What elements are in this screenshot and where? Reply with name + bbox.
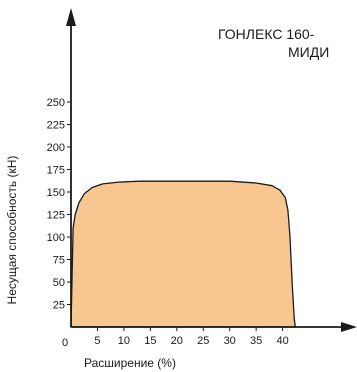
y-tick-label: 150 bbox=[47, 187, 65, 199]
y-tick-label: 225 bbox=[47, 120, 65, 132]
x-tick-label: 25 bbox=[197, 335, 209, 347]
x-tick-label: 5 bbox=[94, 335, 100, 347]
chart-title-line-2: МИДИ bbox=[288, 44, 329, 60]
x-tick-label: 20 bbox=[171, 335, 183, 347]
y-axis-title: Несущая способность (кН) bbox=[5, 156, 19, 305]
ticks-layer: 25 50 75 100 125 150 175 200 225 250 5 10 15 20 25 30 35… bbox=[47, 97, 289, 347]
x-tick-label: 35 bbox=[250, 335, 262, 347]
y-tick-label: 75 bbox=[53, 255, 65, 267]
axes-layer bbox=[66, 8, 357, 332]
y-tick-label: 250 bbox=[47, 97, 65, 109]
y-tick-label: 100 bbox=[47, 232, 65, 244]
x-tick-label: 15 bbox=[144, 335, 156, 347]
x-tick-label: 30 bbox=[224, 335, 236, 347]
origin-tick-label: 0 bbox=[62, 337, 68, 349]
y-tick-label: 25 bbox=[53, 300, 65, 312]
y-axis-arrow bbox=[66, 8, 76, 26]
x-tick-label: 40 bbox=[276, 335, 288, 347]
y-tick-label: 50 bbox=[53, 277, 65, 289]
y-tick-label: 175 bbox=[47, 165, 65, 177]
chart-title-line-1: ГОНЛЕКС 160- bbox=[218, 26, 315, 42]
area-layer bbox=[70, 180, 296, 328]
y-tick-label: 125 bbox=[47, 210, 65, 222]
y-tick-label: 200 bbox=[47, 142, 65, 154]
x-axis-arrow bbox=[341, 322, 357, 332]
capacity-curve-area bbox=[70, 180, 296, 328]
x-axis-title: Расширение (%) bbox=[84, 356, 176, 370]
x-tick-label: 10 bbox=[118, 335, 130, 347]
